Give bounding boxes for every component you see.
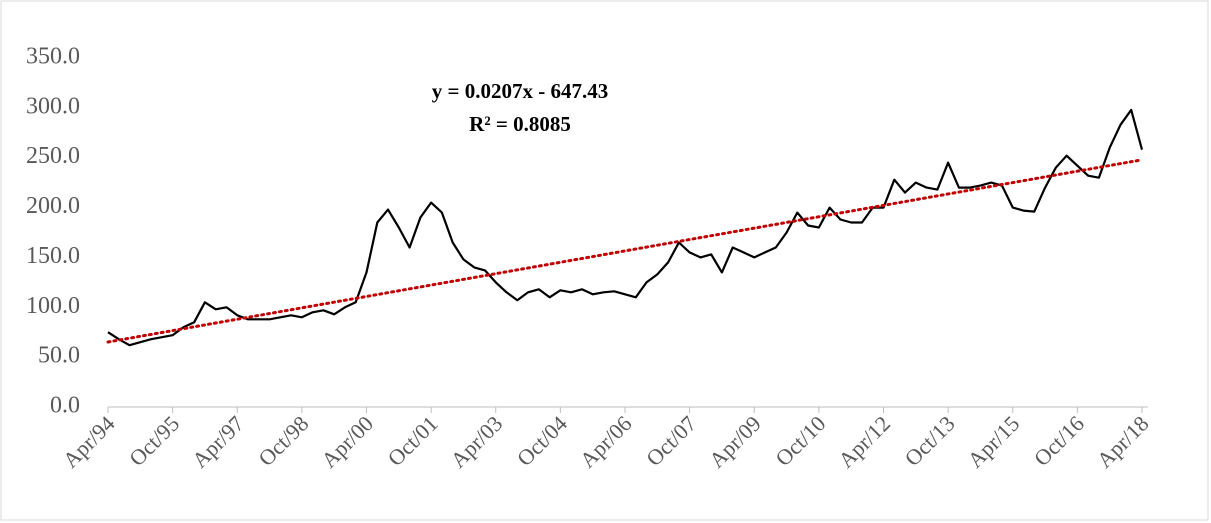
series-line (107, 108, 1144, 347)
y-tick-label: 50.0 (38, 343, 80, 369)
equation: y = 0.0207x - 647.43 (432, 79, 608, 103)
r-squared: R² = 0.8085 (469, 112, 571, 136)
y-tick-label: 100.0 (26, 293, 80, 319)
y-tick-label: 250.0 (26, 143, 80, 169)
y-tick-label: 150.0 (26, 243, 80, 269)
y-tick-label: 200.0 (26, 193, 80, 219)
y-tick-label: 300.0 (26, 93, 80, 119)
y-tick-label: 0.0 (50, 393, 80, 419)
y-tick-label: 350.0 (26, 44, 80, 70)
trendline (106, 158, 1144, 344)
